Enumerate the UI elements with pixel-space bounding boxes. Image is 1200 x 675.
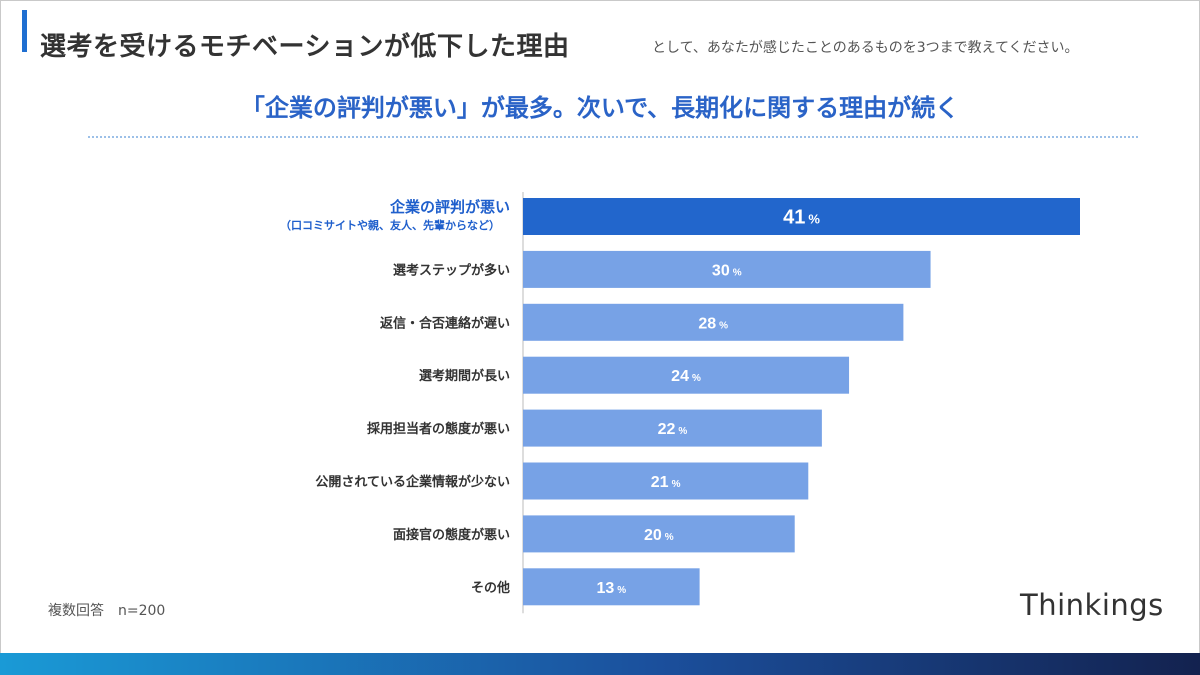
category-label: 採用担当者の態度が悪い (367, 421, 510, 437)
slide-subtitle: として、あなたが感じたことのあるものを3つまで教えてください。 (652, 40, 1079, 56)
bar (523, 409, 822, 447)
category-note: （口コミサイトや親、友人、先輩からなど） (280, 218, 500, 232)
data-label: 24% (671, 368, 701, 385)
category-label: 企業の評判が悪い (389, 198, 510, 216)
bar (523, 198, 1080, 235)
chart-headline: 「企業の評判が悪い」が最多。次いで、長期化に関する理由が続く (240, 94, 960, 122)
title-accent-bar (22, 10, 27, 52)
bar (523, 303, 904, 341)
sample-note: 複数回答 n=200 (48, 603, 166, 619)
bar (523, 356, 850, 394)
category-label: 面接官の態度が悪い (393, 527, 510, 543)
data-label: 30% (712, 262, 742, 279)
category-label: 選考ステップが多い (393, 262, 510, 278)
category-label: 選考期間が長い (419, 368, 510, 384)
category-label: 返信・合否連絡が遅い (380, 315, 510, 331)
headline-divider (88, 136, 1138, 138)
data-label: 22% (658, 421, 688, 438)
bar (523, 515, 795, 553)
bar (523, 568, 700, 606)
brand-logo: Thinkings (1020, 588, 1164, 622)
data-label: 20% (644, 527, 674, 544)
footer-gradient-band (0, 653, 1200, 675)
slide-title: 選考を受けるモチベーションが低下した理由 (40, 32, 570, 62)
data-label: 21% (651, 474, 681, 491)
data-label: 28% (698, 315, 728, 332)
category-label: 公開されている企業情報が少ない (315, 474, 510, 490)
category-label: その他 (471, 580, 510, 596)
data-label: 41% (783, 207, 820, 229)
bar (523, 250, 931, 288)
bar (523, 462, 809, 500)
data-label: 13% (596, 580, 626, 597)
